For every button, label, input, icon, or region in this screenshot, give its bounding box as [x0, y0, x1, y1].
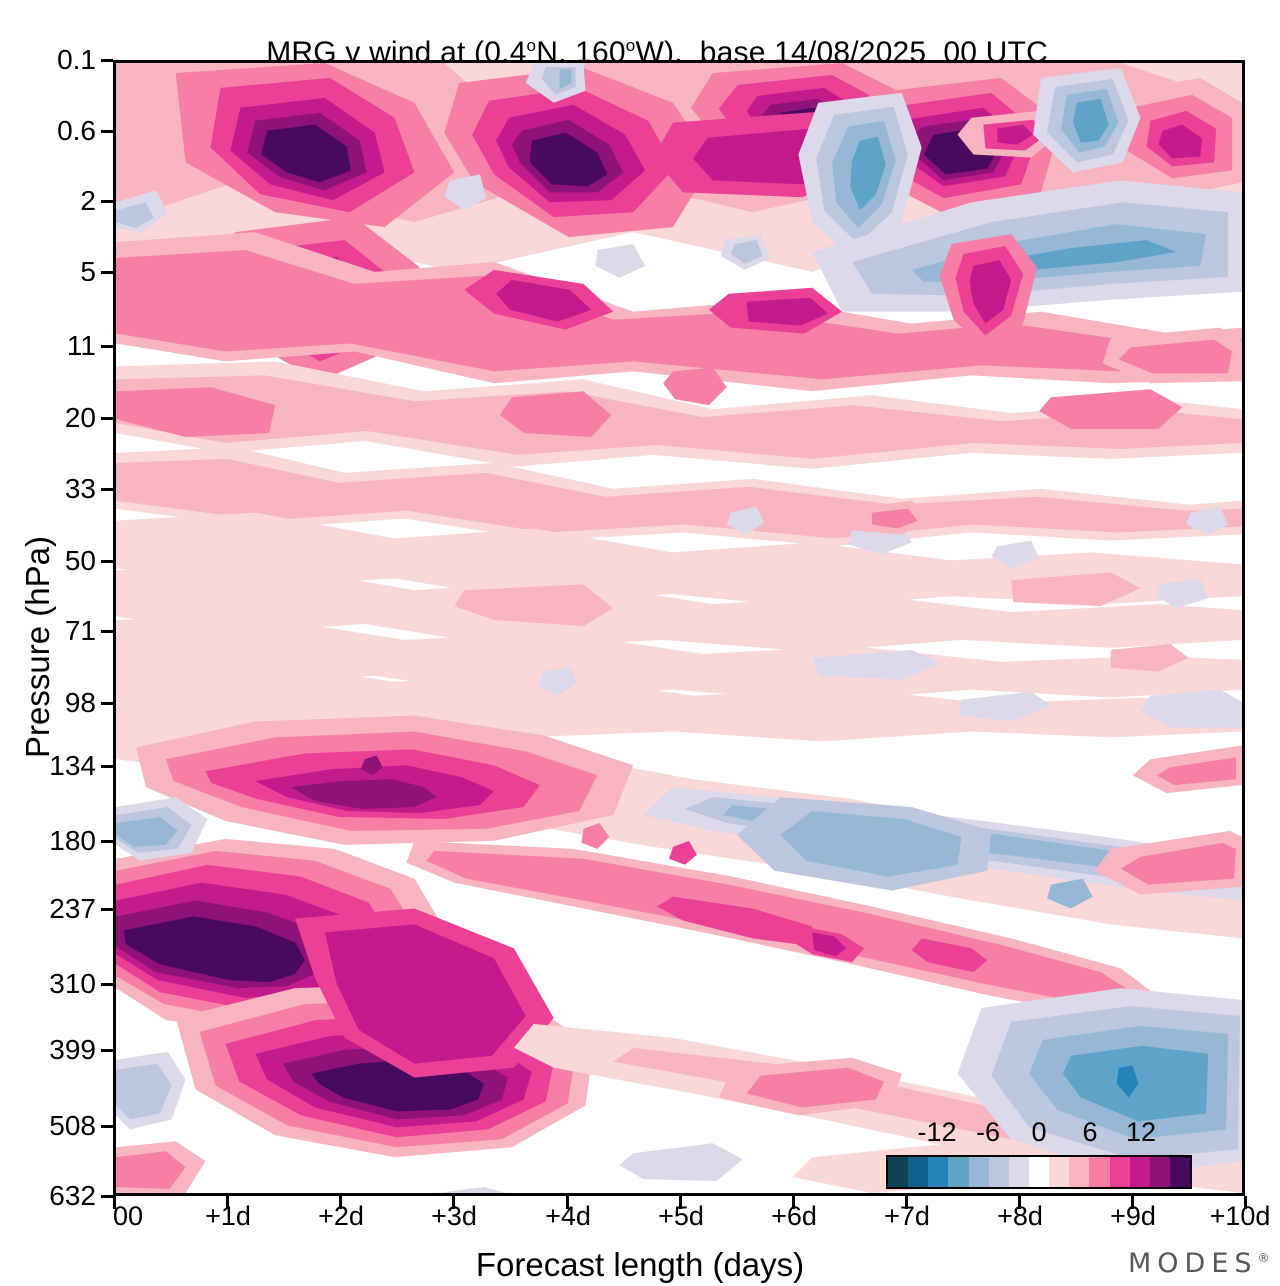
y-tick-mark	[101, 702, 113, 705]
colorbar-swatch	[1049, 1157, 1070, 1187]
modes-logo: MODES®	[1128, 1248, 1270, 1279]
x-tick-mark	[1018, 1196, 1021, 1209]
y-tick-mark	[101, 840, 113, 843]
colorbar-swatch	[1109, 1157, 1130, 1187]
y-axis-title: Pressure (hPa)	[19, 536, 56, 758]
colorbar-swatch	[1149, 1157, 1170, 1187]
x-tick-mark	[679, 1196, 682, 1209]
y-tick-label: 2	[80, 185, 96, 216]
colorbar-swatch	[988, 1157, 1009, 1187]
y-tick-mark	[101, 1049, 113, 1052]
y-tick-label: 33	[64, 473, 96, 504]
y-tick-label: 180	[49, 825, 96, 856]
y-tick-label: 399	[49, 1034, 96, 1065]
y-tick-mark	[101, 908, 113, 911]
y-tick-label: 237	[49, 893, 96, 924]
colorbar-swatch	[928, 1157, 949, 1187]
y-tick-label: 98	[64, 687, 96, 718]
colorbar-swatch	[888, 1157, 909, 1187]
y-tick-mark	[101, 765, 113, 768]
y-tick-label: 71	[64, 615, 96, 646]
y-tick-label: 0.1	[57, 44, 96, 75]
x-tick-label: +5d	[658, 1201, 704, 1231]
colorbar-tick-label: -6	[975, 1117, 1001, 1147]
y-tick-label: 632	[49, 1180, 96, 1211]
colorbar-tick-label: 12	[1125, 1117, 1157, 1147]
x-tick-mark	[113, 1196, 116, 1209]
y-tick-label: 11	[66, 330, 96, 361]
degree-symbol-lon: o	[625, 36, 636, 55]
x-tick-label: +8d	[997, 1201, 1043, 1231]
y-tick-mark	[101, 1195, 113, 1198]
y-tick-mark	[101, 417, 113, 420]
y-tick-mark	[101, 271, 113, 274]
x-tick-mark	[566, 1196, 569, 1209]
y-tick-label: 508	[49, 1110, 96, 1141]
x-tick-mark	[1131, 1196, 1134, 1209]
colorbar-swatch	[1028, 1157, 1050, 1187]
y-tick-label: 5	[80, 256, 96, 287]
colorbar-swatch	[968, 1157, 989, 1187]
y-tick-mark	[101, 200, 113, 203]
y-tick-label: 310	[49, 968, 96, 999]
x-tick-mark	[1244, 1196, 1247, 1209]
x-tick-label: +3d	[431, 1201, 477, 1231]
colorbar-swatch	[1089, 1157, 1110, 1187]
y-tick-mark	[101, 59, 113, 62]
y-tick-label: 134	[49, 750, 96, 781]
plot-area	[113, 60, 1245, 1196]
degree-symbol-lat: o	[526, 36, 537, 55]
y-tick-label: 50	[64, 545, 96, 576]
colorbar-swatch	[1169, 1157, 1191, 1187]
colorbar-swatch	[948, 1157, 969, 1187]
modes-logo-text: MODES	[1128, 1248, 1258, 1279]
colorbar-swatch	[1008, 1157, 1029, 1187]
y-tick-mark	[101, 983, 113, 986]
contour-field	[116, 63, 1242, 1193]
colorbar-swatch	[1069, 1157, 1090, 1187]
y-tick-mark	[101, 130, 113, 133]
y-tick-mark	[101, 1125, 113, 1128]
x-tick-label: 00	[112, 1201, 144, 1231]
colorbar-tick-label: 6	[1082, 1117, 1098, 1147]
x-tick-label: +7d	[884, 1201, 930, 1231]
x-tick-label: +4d	[545, 1201, 591, 1231]
x-tick-label: +6d	[771, 1201, 817, 1231]
colorbar-ticks: -12 -6 0 6 12	[886, 1119, 1192, 1155]
x-tick-label: +10d	[1209, 1201, 1271, 1231]
colorbar-swatch	[1129, 1157, 1150, 1187]
x-tick-mark	[452, 1196, 455, 1209]
colorbar-tick-label: -12	[917, 1117, 957, 1147]
x-tick-label: +9d	[1110, 1201, 1156, 1231]
x-tick-mark	[905, 1196, 908, 1209]
colorbar-strip	[886, 1155, 1192, 1189]
y-tick-label: 0.6	[57, 115, 96, 146]
x-axis-title: Forecast length (days)	[475, 1246, 805, 1283]
colorbar-tick-label: 0	[1031, 1117, 1047, 1147]
registered-mark-icon: ®	[1257, 1251, 1270, 1265]
y-tick-mark	[101, 630, 113, 633]
colorbar-swatch	[908, 1157, 929, 1187]
x-tick-mark	[339, 1196, 342, 1209]
y-tick-mark	[101, 488, 113, 491]
x-tick-mark	[226, 1196, 229, 1209]
y-tick-mark	[101, 560, 113, 563]
x-tick-mark	[792, 1196, 795, 1209]
x-tick-label: +1d	[205, 1201, 251, 1231]
x-tick-label: +2d	[318, 1201, 364, 1231]
colorbar: -12 -6 0 6 12	[886, 1119, 1192, 1189]
y-tick-mark	[101, 345, 113, 348]
y-tick-label: 20	[64, 402, 96, 433]
